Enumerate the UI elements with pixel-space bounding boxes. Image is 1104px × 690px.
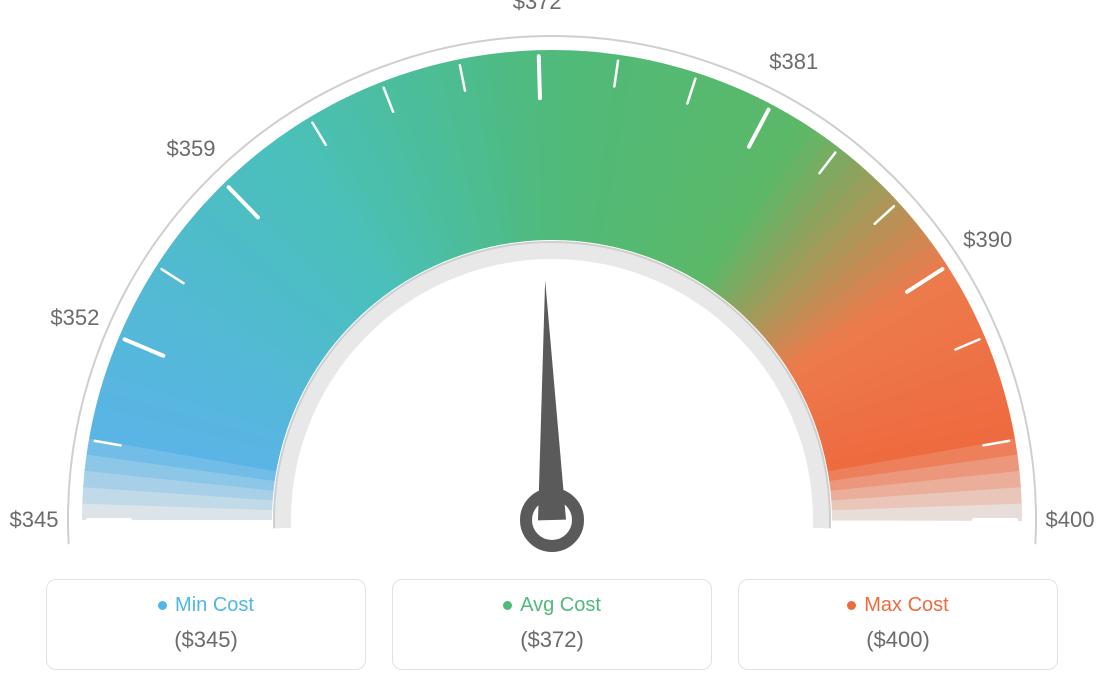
- legend-min-title: Min Cost: [57, 594, 355, 617]
- legend-avg-dot: [503, 601, 512, 610]
- gauge-tick-label: $381: [769, 49, 818, 75]
- gauge-tick-label: $359: [167, 136, 216, 162]
- legend-avg-title: Avg Cost: [403, 594, 701, 617]
- gauge-tick-label: $390: [963, 227, 1012, 253]
- legend-avg-label: Avg Cost: [520, 594, 601, 617]
- legend-avg-value: ($372): [403, 627, 701, 653]
- legend-min-box: Min Cost ($345): [46, 579, 366, 670]
- legend-max-label: Max Cost: [864, 594, 948, 617]
- gauge-tick-label: $345: [10, 507, 59, 533]
- legend-max-title: Max Cost: [749, 594, 1047, 617]
- legend-min-dot: [158, 601, 167, 610]
- legend-row: Min Cost ($345) Avg Cost ($372) Max Cost…: [0, 579, 1104, 670]
- gauge-chart: $345 $352 $359 $372 $381 $390 $400: [0, 0, 1104, 560]
- legend-avg-box: Avg Cost ($372): [392, 579, 712, 670]
- legend-max-box: Max Cost ($400): [738, 579, 1058, 670]
- legend-max-value: ($400): [749, 627, 1047, 653]
- legend-min-value: ($345): [57, 627, 355, 653]
- gauge-tick-label: $352: [50, 305, 99, 331]
- gauge-tick-label: $400: [1046, 507, 1095, 533]
- legend-min-label: Min Cost: [175, 594, 254, 617]
- gauge-tick-label: $372: [513, 0, 562, 15]
- legend-max-dot: [847, 601, 856, 610]
- gauge-svg: [0, 0, 1104, 560]
